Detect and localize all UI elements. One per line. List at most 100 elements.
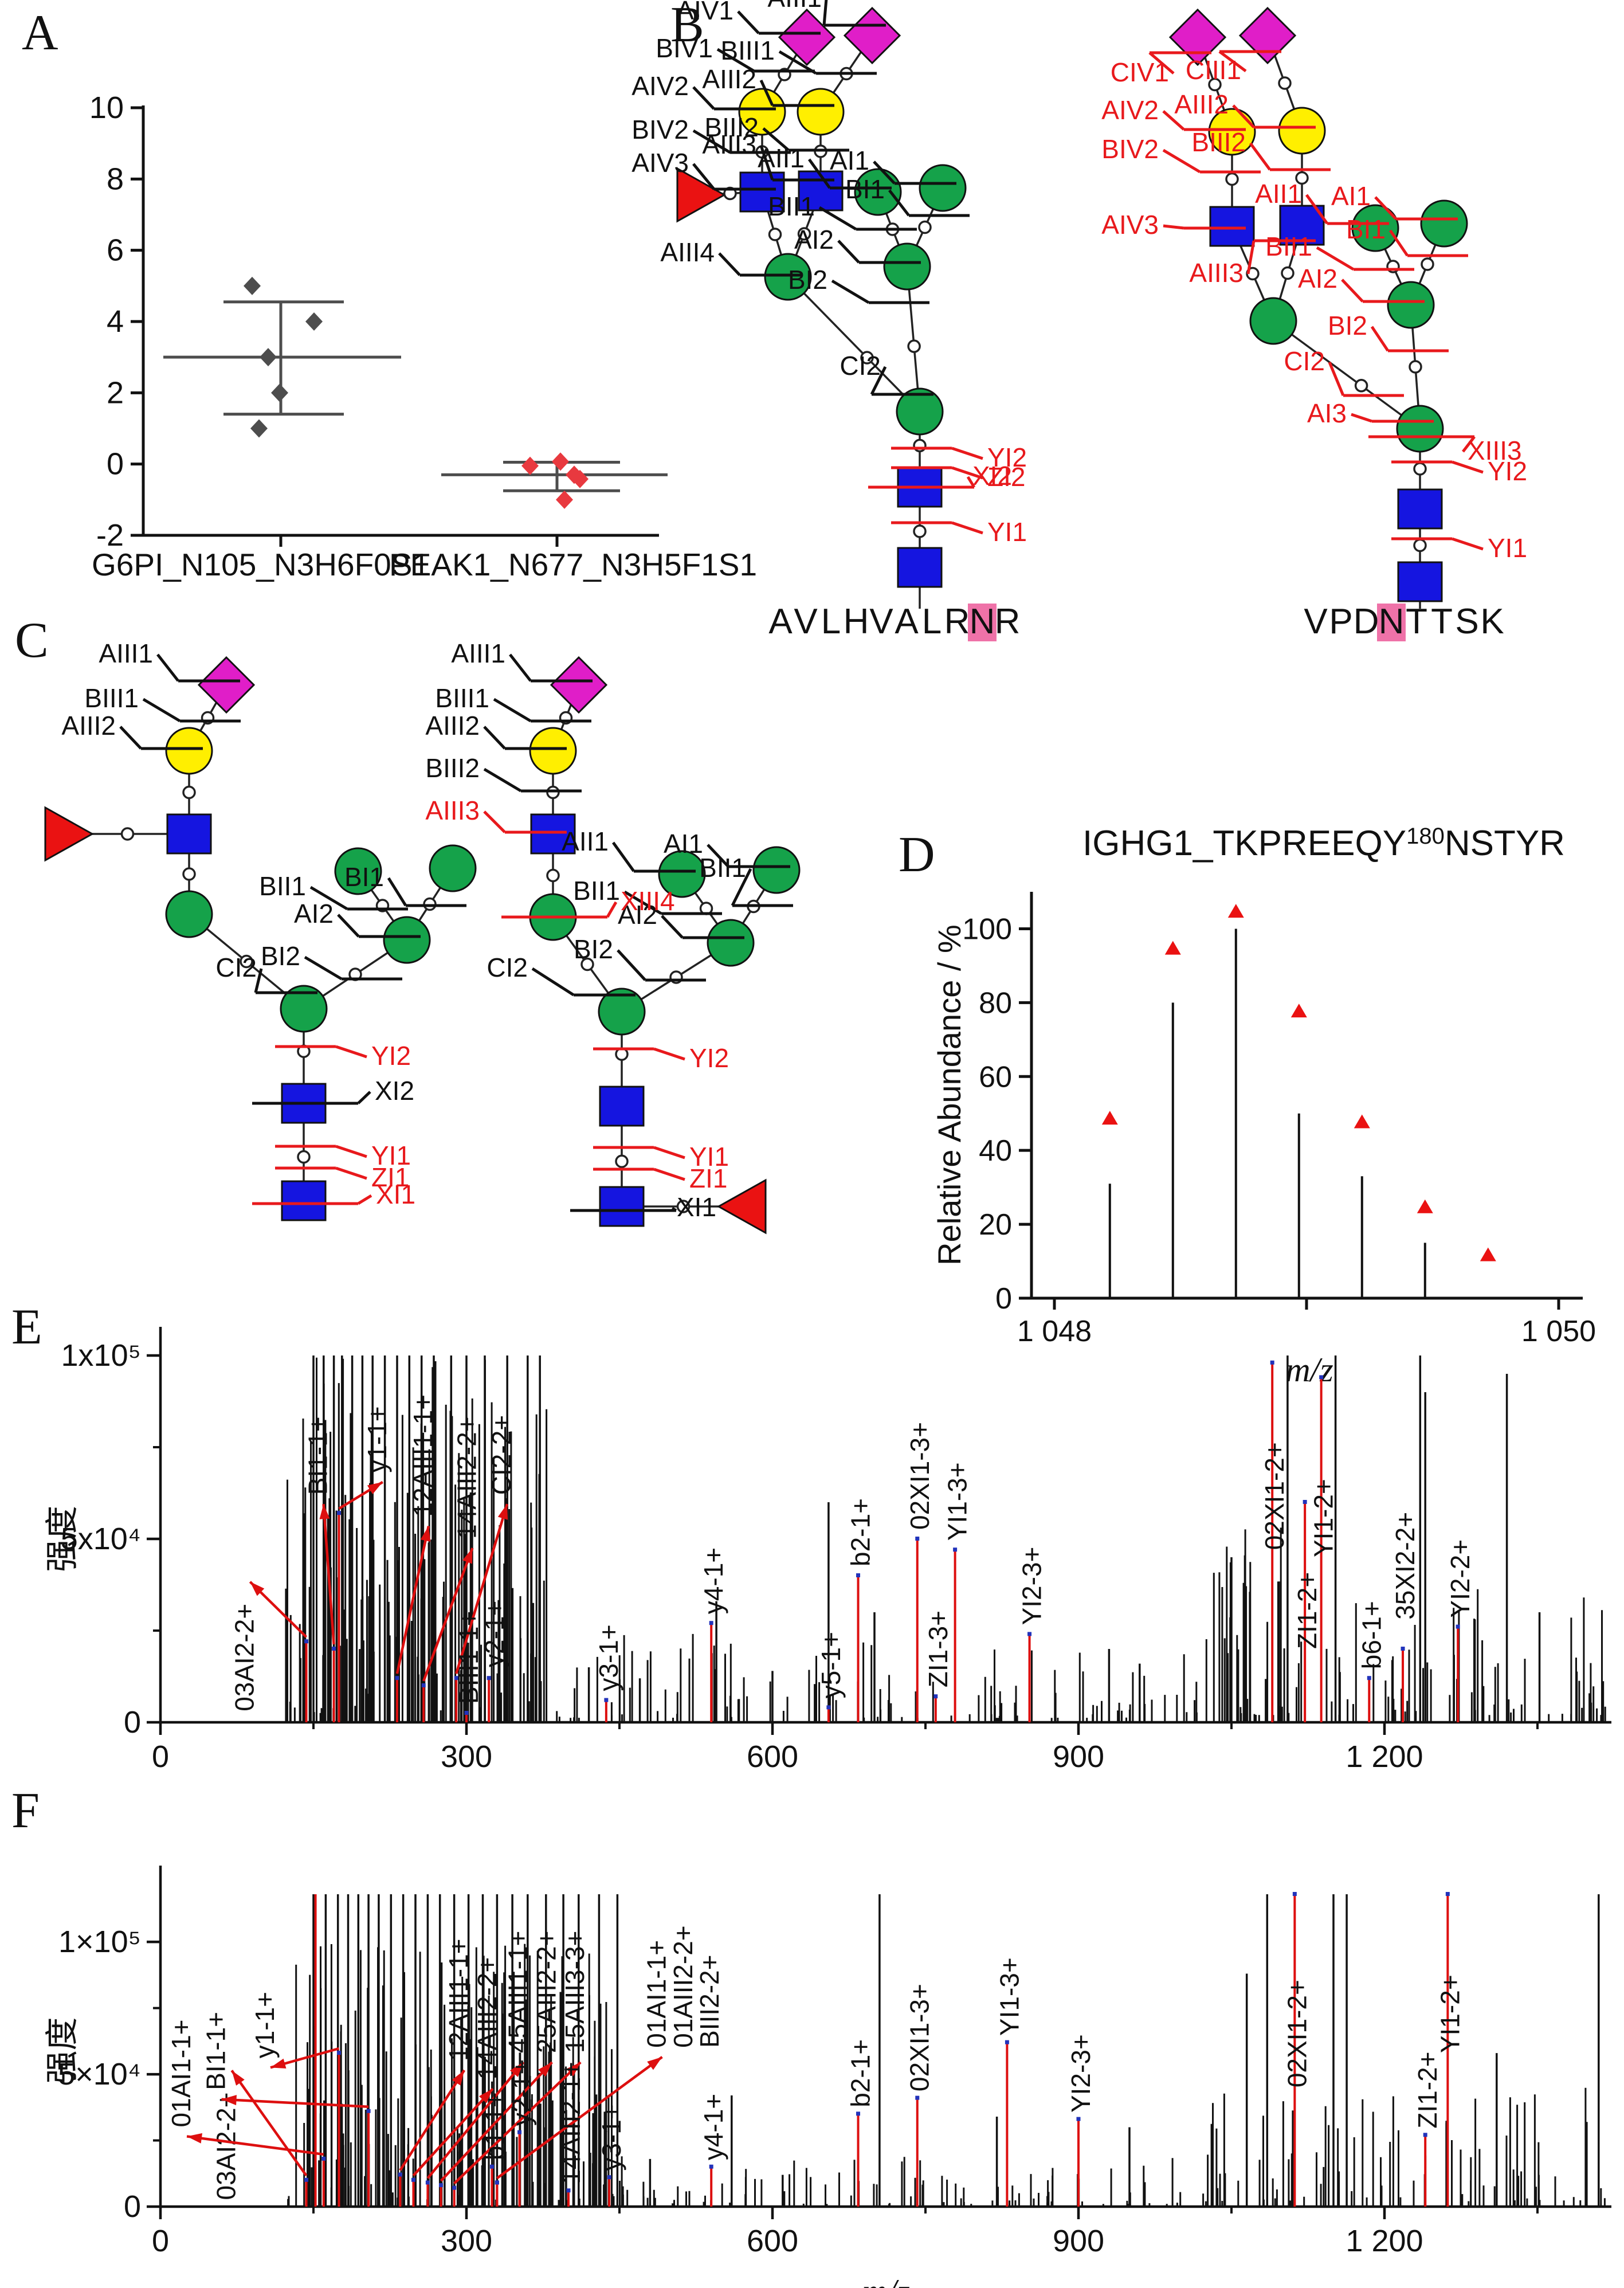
matched-peak-tip [604, 1698, 609, 1702]
y-axis-label: Relative Abundance / % [931, 924, 967, 1266]
matched-peak-tip [425, 2180, 430, 2185]
peptide-residue: T [1406, 602, 1427, 641]
matched-peak-tip [709, 2164, 713, 2169]
cleavage-label: YI1 [689, 1142, 729, 1172]
peptide-residue: S [1455, 602, 1478, 641]
glycosidic-oxygen-circle [918, 220, 932, 234]
glycan-node-man-circle [1249, 297, 1297, 345]
peak-annotation-label: 14AIII2-2+ [452, 1416, 481, 1539]
annotation-arrowhead [250, 1581, 265, 1596]
glycosidic-oxygen-circle [1208, 77, 1222, 92]
cleavage-tail [617, 949, 646, 981]
glycan-node-neu5ac-diamond [197, 656, 256, 714]
matched-peak-tip [487, 1676, 491, 1680]
peak-annotation-label: YI2-3+ [1017, 1547, 1047, 1625]
peak-annotation-label: 01AI1-1+ [166, 2019, 196, 2127]
glycan-node-fucose-triangle [44, 806, 95, 862]
glycosidic-bond [1272, 320, 1421, 430]
spectrum-noise-peaks [556, 1633, 810, 1722]
glycan-node-man-circle [165, 890, 213, 938]
data-point [271, 383, 288, 402]
peptide-residue: A [895, 602, 919, 641]
isotope-marker-triangle [1417, 1199, 1433, 1213]
annotation-arrow [322, 1504, 335, 1645]
cleavage-label: BII1 [699, 853, 746, 883]
cleavage-tail [1218, 50, 1247, 73]
cleavage-label: CI2 [1284, 346, 1325, 376]
isotope-marker-triangle [1227, 904, 1244, 918]
matched-peak-tip [321, 2156, 326, 2161]
cleavage-label: XI2 [375, 1076, 414, 1106]
data-point [244, 276, 261, 295]
glycan-node-man-circle [1351, 204, 1399, 252]
peak-annotation-label: 25AIII2-2+ [531, 1931, 561, 2054]
cleavage-tail [611, 841, 636, 872]
cleavage-tail [335, 1045, 367, 1059]
cleavage-label: BI2 [788, 265, 827, 295]
y-tick-label: 4 [107, 304, 124, 339]
x-tick-label: 600 [747, 1739, 798, 1774]
glycan-node-man-circle [764, 253, 812, 301]
cleavage-tail [509, 653, 532, 682]
peak-annotation-label: b2-1+ [846, 2039, 876, 2107]
glycan-node-man-circle [1387, 281, 1435, 329]
cleavage-label: CI2 [487, 953, 528, 982]
cleavage-tail [1370, 326, 1390, 352]
cleavage-label: AIV2 [631, 71, 689, 101]
cleavage-tail [870, 366, 887, 395]
x-tick-label: 900 [1053, 1739, 1104, 1774]
isotope-marker-triangle [1164, 941, 1181, 955]
cleavage-label: BIII1 [720, 36, 775, 65]
matched-peak-tip [709, 1621, 713, 1625]
matched-peak-tip [490, 2164, 494, 2169]
annotation-arrow [422, 1547, 474, 1682]
glycosidic-oxygen-circle [182, 867, 196, 881]
y-tick-label: 60 [979, 1060, 1012, 1094]
peak-annotation-label: y3-1+ [597, 2104, 626, 2171]
cleavage-tail [692, 163, 715, 190]
glycan-node-man-circle [854, 168, 902, 216]
y-tick-label: 100 [962, 912, 1012, 946]
peak-annotation-label: 02XI1-3+ [905, 1984, 935, 2091]
isotope-marker-triangle [1101, 1111, 1118, 1125]
cleavage-tail [483, 726, 506, 750]
panel-label-c: C [15, 613, 49, 668]
cleavage-label: BIII2 [704, 112, 759, 142]
x-tick-label: 0 [152, 1739, 169, 1774]
cleavage-label: XIII3 [1468, 436, 1522, 465]
glycosidic-oxygen-circle [615, 1154, 629, 1168]
glycosidic-oxygen-circle [297, 1150, 311, 1164]
panel-f-msms-spectrum: 1×10⁵ 5×10⁴ 00 300 600 900 1 200 强度 m/z 03AI2-2+ 0… [44, 1866, 1611, 2288]
peak-annotation-label: 01AI1-1+ [642, 1940, 672, 2048]
cleavage-label: BI2 [261, 941, 300, 971]
isotope-marker-triangle [1290, 1004, 1307, 1018]
annotation-arrowhead [538, 2062, 552, 2077]
glycosidic-oxygen-circle [1354, 379, 1368, 393]
cleavage-tail [707, 844, 729, 868]
cleavage-label: AI1 [1331, 181, 1371, 211]
glycan-node-man-circle [429, 844, 477, 892]
glycan-node-man-circle [707, 919, 755, 967]
glycosidic-oxygen-circle [1413, 538, 1427, 553]
cleavage-label: AIII2 [1174, 89, 1229, 119]
matched-peak-tip [1005, 2040, 1009, 2044]
cleavage-tail [335, 1166, 367, 1180]
cleavage-tail [1162, 148, 1201, 174]
matched-peak-tip [411, 2177, 415, 2182]
peptide-residue: P [1329, 602, 1352, 641]
peptide-residue: H [844, 602, 869, 641]
cleavage-tail [653, 1047, 685, 1061]
cleavage-tail [951, 466, 983, 480]
cleavage-tail [692, 129, 731, 154]
cleavage-label: BI1 [1346, 214, 1386, 244]
data-point [552, 452, 569, 471]
category-label: G6PI_N105_N3H6F0S1 [92, 547, 430, 582]
glycan-node-man-circle [334, 847, 382, 895]
annotation-arrow [230, 2070, 308, 2177]
annotation-arrowhead [497, 1504, 508, 1520]
x-axis-label: m/z [1285, 1351, 1333, 1389]
cleavage-tail [737, 10, 760, 34]
